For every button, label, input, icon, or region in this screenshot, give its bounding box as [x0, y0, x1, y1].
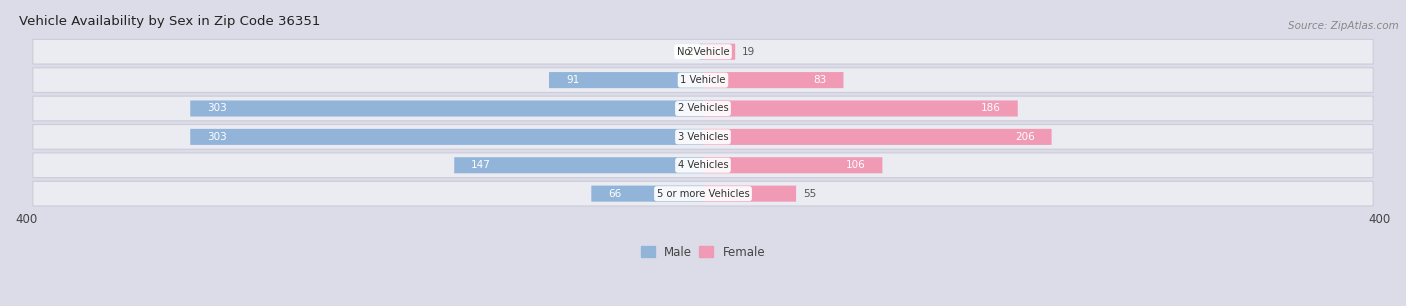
Text: 66: 66 [609, 189, 621, 199]
Text: 206: 206 [1015, 132, 1035, 142]
Text: 3 Vehicles: 3 Vehicles [678, 132, 728, 142]
FancyBboxPatch shape [190, 129, 703, 145]
Text: 55: 55 [803, 189, 815, 199]
Text: 2 Vehicles: 2 Vehicles [678, 103, 728, 114]
FancyBboxPatch shape [703, 129, 1052, 145]
FancyBboxPatch shape [703, 186, 796, 202]
Text: 19: 19 [742, 47, 755, 57]
Text: 303: 303 [207, 103, 226, 114]
Legend: Male, Female: Male, Female [641, 246, 765, 259]
FancyBboxPatch shape [703, 157, 883, 173]
FancyBboxPatch shape [454, 157, 703, 173]
Text: 5 or more Vehicles: 5 or more Vehicles [657, 189, 749, 199]
FancyBboxPatch shape [32, 125, 1374, 149]
Text: 147: 147 [471, 160, 491, 170]
FancyBboxPatch shape [32, 96, 1374, 121]
Text: Source: ZipAtlas.com: Source: ZipAtlas.com [1288, 21, 1399, 32]
Text: No Vehicle: No Vehicle [676, 47, 730, 57]
FancyBboxPatch shape [703, 44, 735, 60]
FancyBboxPatch shape [32, 68, 1374, 92]
FancyBboxPatch shape [32, 153, 1374, 177]
Text: 186: 186 [981, 103, 1001, 114]
Text: 91: 91 [567, 75, 579, 85]
Text: Vehicle Availability by Sex in Zip Code 36351: Vehicle Availability by Sex in Zip Code … [20, 15, 321, 28]
FancyBboxPatch shape [700, 44, 703, 60]
Text: 1 Vehicle: 1 Vehicle [681, 75, 725, 85]
FancyBboxPatch shape [32, 39, 1374, 64]
FancyBboxPatch shape [592, 186, 703, 202]
FancyBboxPatch shape [703, 72, 844, 88]
FancyBboxPatch shape [32, 181, 1374, 206]
Text: 303: 303 [207, 132, 226, 142]
FancyBboxPatch shape [190, 100, 703, 117]
Text: 83: 83 [813, 75, 827, 85]
Text: 106: 106 [845, 160, 866, 170]
FancyBboxPatch shape [703, 100, 1018, 117]
FancyBboxPatch shape [548, 72, 703, 88]
Text: 2: 2 [686, 47, 693, 57]
Text: 4 Vehicles: 4 Vehicles [678, 160, 728, 170]
